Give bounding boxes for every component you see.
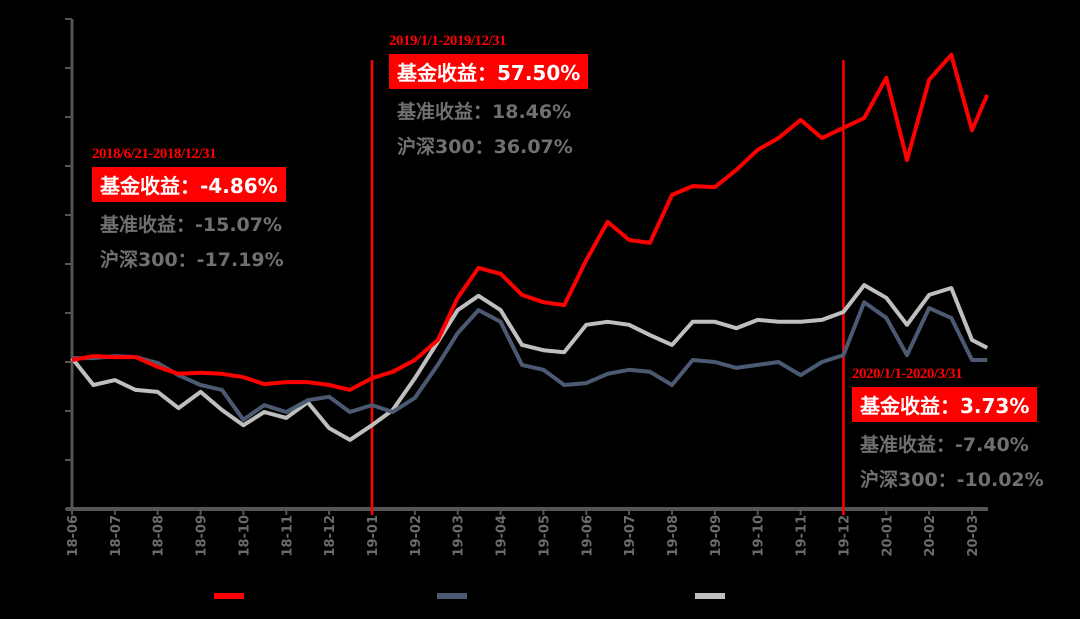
x-tick-label: 20-03: [966, 515, 981, 557]
annotation-fund-return: 基金收益：-4.86%: [92, 167, 286, 202]
annotation-benchmark-return: 基准收益：-15.07%: [100, 214, 283, 236]
x-tick-label: 19-12: [837, 515, 852, 557]
annotation-2018: 2018/6/21-2018/12/31 基金收益：-4.86% 基准收益：-1…: [92, 146, 286, 272]
annotation-period: 2018/6/21-2018/12/31: [92, 146, 217, 162]
series-line-0: [71, 52, 990, 392]
x-tick-label: 19-03: [452, 515, 467, 557]
x-tick-label: 18-12: [323, 515, 338, 557]
x-tick-label: 18-09: [195, 515, 210, 557]
annotation-period: 2020/1/1-2020/3/31: [852, 366, 963, 382]
annotation-csi300-return: 沪深300：-10.02%: [860, 469, 1044, 491]
annotation-benchmark-return: 基准收益：18.46%: [397, 101, 572, 123]
x-tick-label: 18-10: [237, 515, 252, 557]
x-tick-label: 19-02: [409, 515, 424, 557]
series-line-1: [72, 300, 988, 422]
x-tick-label: 18-07: [109, 515, 124, 557]
x-tick-label: 18-08: [152, 515, 167, 557]
x-tick-label: 18-06: [66, 515, 81, 557]
x-tick-label: 20-02: [923, 515, 938, 557]
x-tick-label: 19-09: [709, 515, 724, 557]
x-tick-label: 18-11: [280, 515, 295, 557]
annotation-fund-return: 基金收益：3.73%: [852, 387, 1038, 422]
x-tick-label: 20-01: [880, 515, 895, 557]
x-tick-label: 19-05: [537, 515, 552, 557]
annotation-csi300-return: 沪深300：36.07%: [397, 136, 573, 158]
annotation-fund-return: 基金收益：57.50%: [389, 54, 589, 89]
x-tick-label: 19-08: [666, 515, 681, 557]
annotation-benchmark-return: 基准收益：-7.40%: [860, 434, 1029, 456]
annotation-period: 2019/1/1-2019/12/31: [389, 33, 507, 49]
x-tick-label: 19-11: [795, 515, 810, 557]
x-tick-label: 19-04: [495, 515, 510, 557]
annotation-csi300-return: 沪深300：-17.19%: [100, 249, 284, 271]
x-tick-label: 19-07: [623, 515, 638, 557]
x-tick-label: 19-01: [366, 515, 381, 557]
annotation-2019: 2019/1/1-2019/12/31 基金收益：57.50% 基准收益：18.…: [389, 33, 589, 159]
annotation-2020: 2020/1/1-2020/3/31 基金收益：3.73% 基准收益：-7.40…: [852, 366, 1044, 492]
series-line-2: [70, 283, 989, 442]
x-tick-label: 19-10: [752, 515, 767, 557]
x-tick-label: 19-06: [580, 515, 595, 557]
